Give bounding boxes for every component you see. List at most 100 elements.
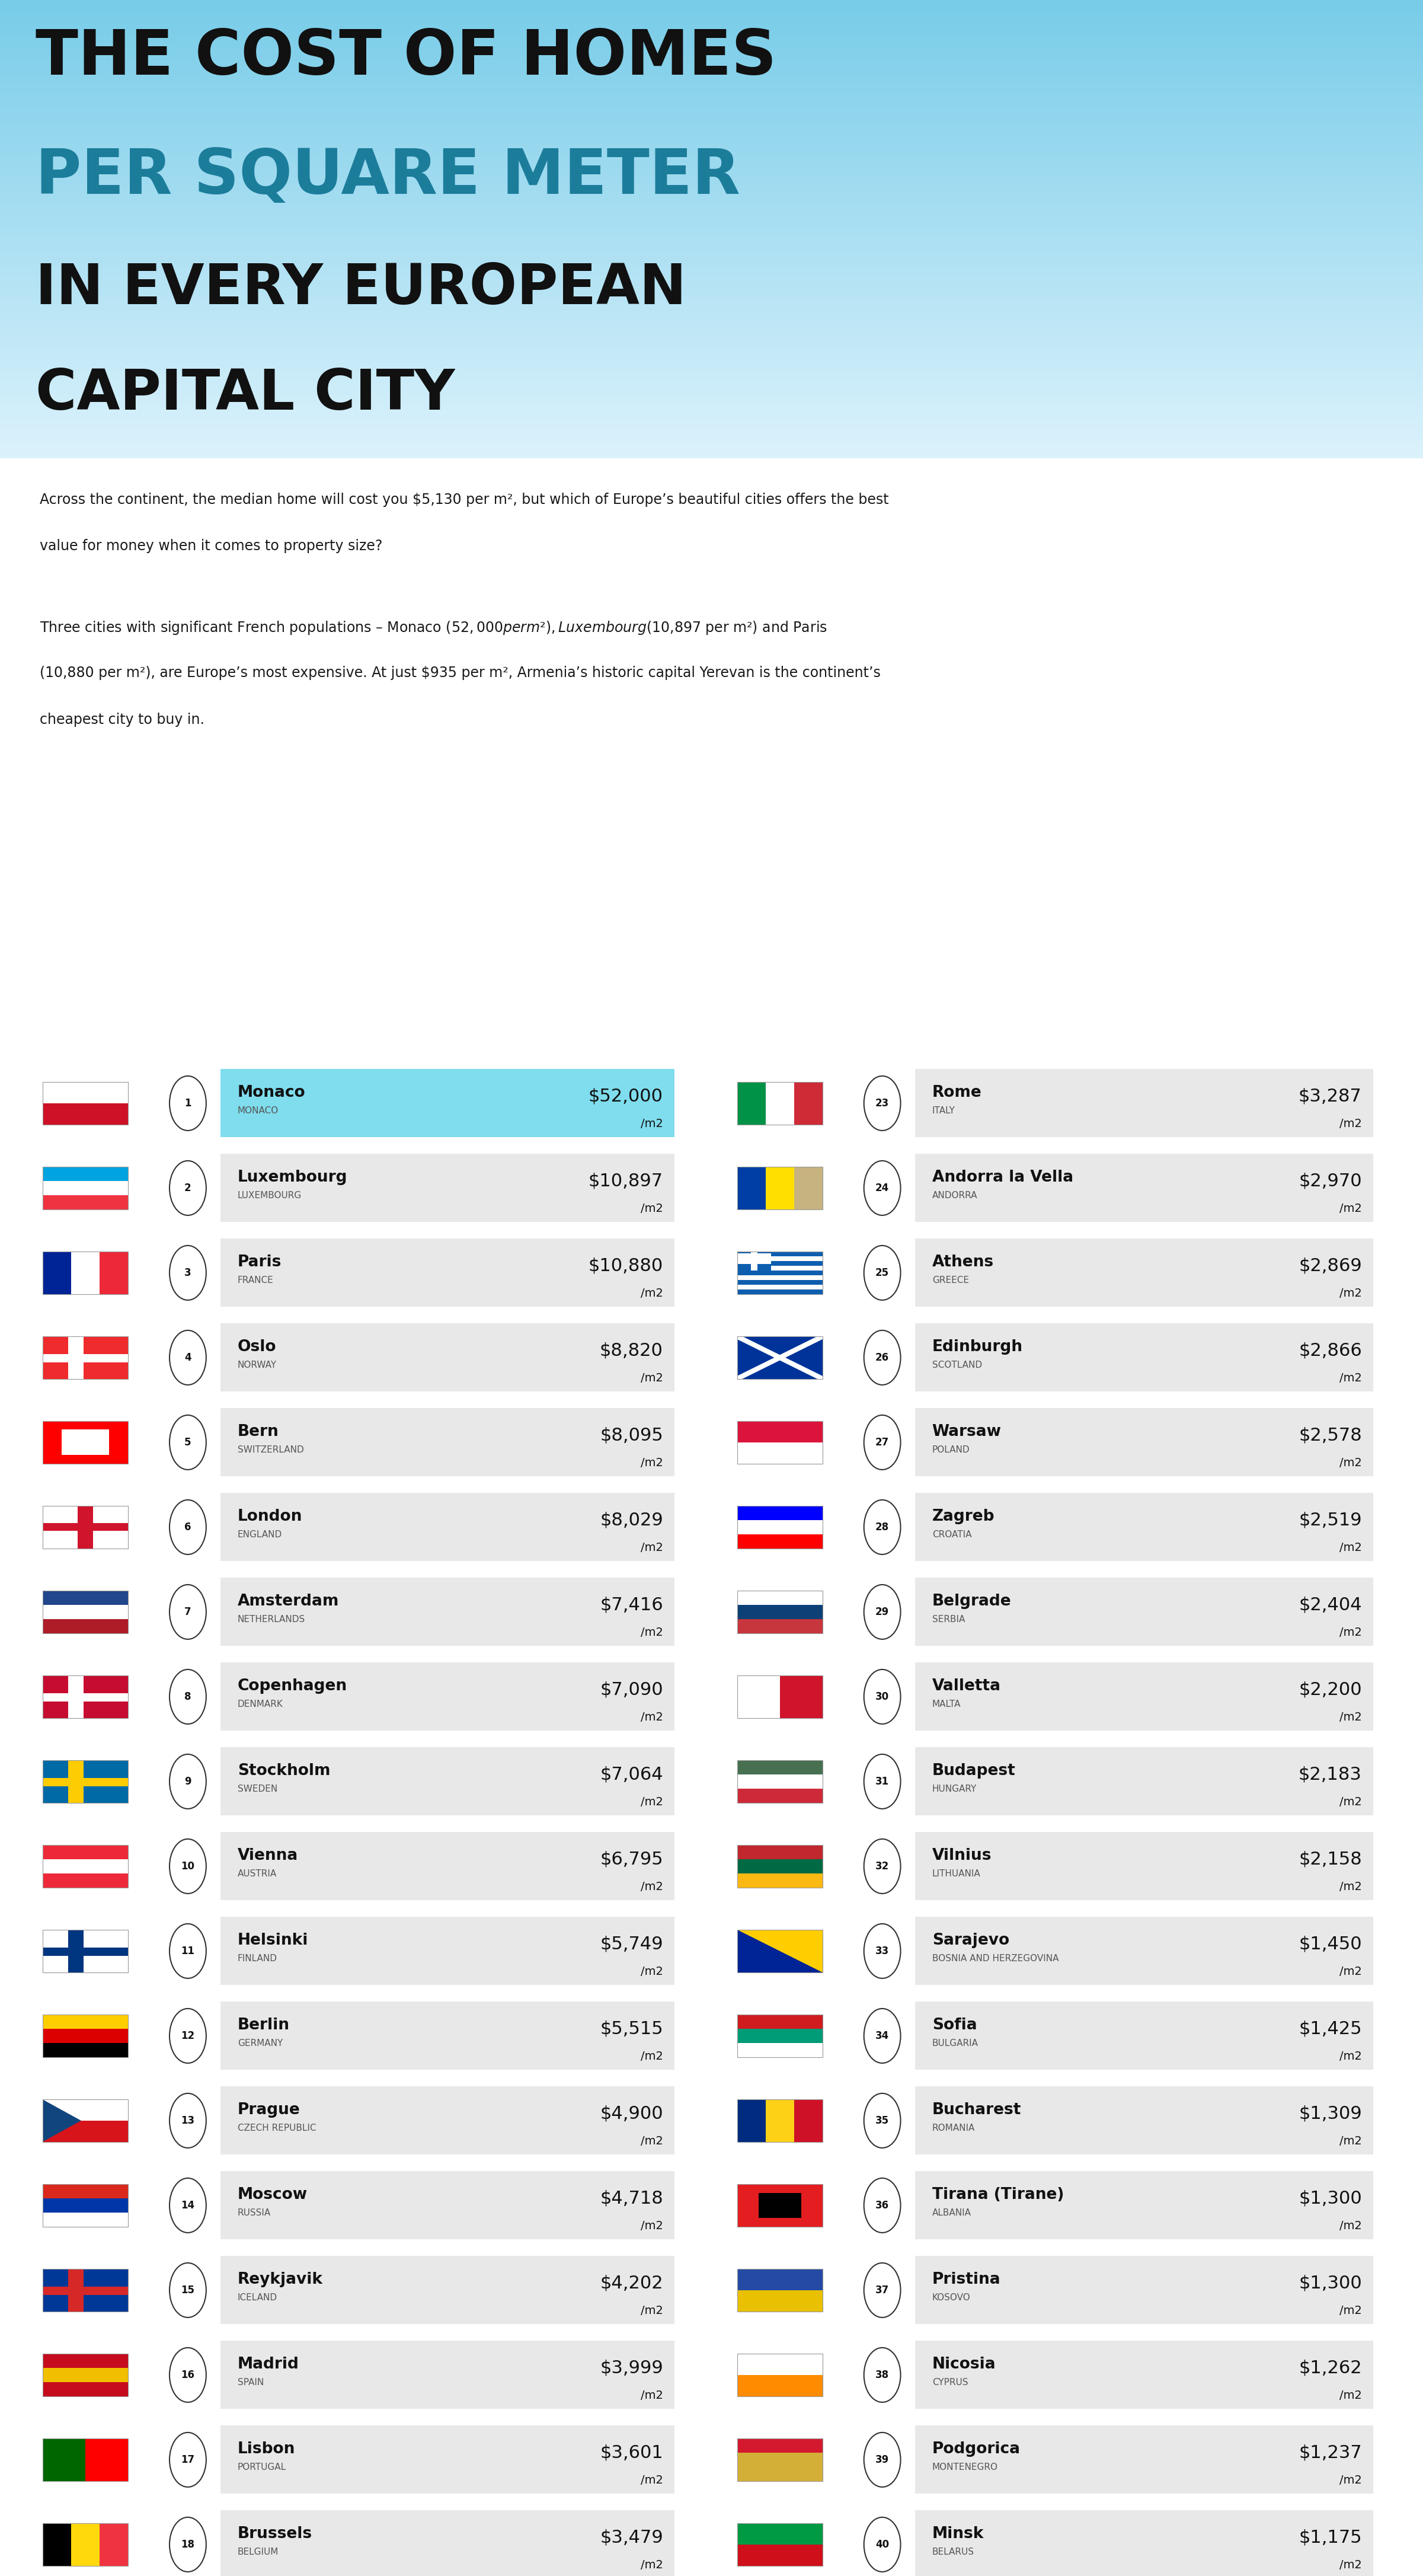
Text: Andorra la Vella: Andorra la Vella [932,1170,1073,1185]
Text: London: London [238,1510,303,1525]
FancyBboxPatch shape [43,2014,128,2030]
FancyBboxPatch shape [43,2213,128,2226]
Text: $2,158: $2,158 [1299,1852,1362,1868]
Text: Paris: Paris [238,1255,282,1270]
FancyBboxPatch shape [737,2099,766,2141]
Circle shape [169,2347,206,2403]
Text: 23: 23 [875,1097,889,1108]
FancyBboxPatch shape [915,2512,1373,2576]
FancyBboxPatch shape [737,1285,822,1288]
Text: SWITZERLAND: SWITZERLAND [238,1445,305,1453]
Text: 31: 31 [875,1777,889,1788]
FancyBboxPatch shape [43,1522,128,1530]
Text: 8: 8 [185,1692,191,1703]
Text: ANDORRA: ANDORRA [932,1190,978,1200]
Circle shape [864,1669,901,1723]
Text: $4,202: $4,202 [601,2275,663,2293]
FancyBboxPatch shape [915,2002,1373,2071]
FancyBboxPatch shape [43,1674,128,1718]
Text: $7,064: $7,064 [601,1767,663,1783]
Text: Nicosia: Nicosia [932,2357,996,2372]
Text: 12: 12 [181,2030,195,2040]
FancyBboxPatch shape [43,2354,128,2367]
FancyBboxPatch shape [915,1917,1373,1986]
Text: RUSSIA: RUSSIA [238,2208,270,2218]
Text: Sarajevo: Sarajevo [932,1932,1009,1947]
FancyBboxPatch shape [737,1255,771,1265]
Text: Podgorica: Podgorica [932,2442,1020,2458]
FancyBboxPatch shape [221,1239,675,1306]
Text: BELGIUM: BELGIUM [238,2548,279,2555]
Text: ICELAND: ICELAND [238,2293,277,2303]
Text: $2,869: $2,869 [1299,1257,1362,1275]
Text: PER SQUARE METER: PER SQUARE METER [36,147,740,206]
FancyBboxPatch shape [737,1270,822,1275]
Text: /m2: /m2 [640,2391,663,2401]
Text: FRANCE: FRANCE [238,1275,273,1285]
Text: $2,404: $2,404 [1299,1597,1362,1613]
FancyBboxPatch shape [737,2524,822,2545]
Text: 32: 32 [875,1860,889,1873]
Text: LUXEMBOURG: LUXEMBOURG [238,1190,302,1200]
Text: /m2: /m2 [640,1543,663,1553]
FancyBboxPatch shape [61,1430,110,1455]
Text: NORWAY: NORWAY [238,1360,277,1370]
Text: $2,866: $2,866 [1299,1342,1362,1360]
FancyBboxPatch shape [737,2290,822,2311]
Text: Edinburgh: Edinburgh [932,1340,1023,1355]
FancyBboxPatch shape [737,1592,822,1605]
FancyBboxPatch shape [221,2087,675,2154]
FancyBboxPatch shape [915,1662,1373,1731]
FancyBboxPatch shape [737,1288,822,1293]
FancyBboxPatch shape [794,1082,822,1123]
FancyBboxPatch shape [737,2184,822,2226]
Text: FINLAND: FINLAND [238,1953,277,1963]
Text: 40: 40 [875,2540,889,2550]
Text: CROATIA: CROATIA [932,1530,972,1538]
Text: Warsaw: Warsaw [932,1425,1002,1440]
FancyBboxPatch shape [221,1579,675,1646]
FancyBboxPatch shape [43,2043,128,2058]
Text: 30: 30 [875,1692,889,1703]
Text: /m2: /m2 [640,1118,663,1128]
Circle shape [169,1924,206,1978]
Text: $2,519: $2,519 [1299,1512,1362,1530]
Text: 14: 14 [181,2200,195,2210]
Text: /m2: /m2 [1339,1710,1362,1723]
Text: $5,749: $5,749 [601,1935,663,1953]
Text: 15: 15 [181,2285,195,2295]
Text: Berlin: Berlin [238,2017,290,2032]
Circle shape [169,1414,206,1471]
FancyBboxPatch shape [737,1507,822,1520]
FancyBboxPatch shape [737,1443,822,1463]
FancyBboxPatch shape [737,2452,822,2468]
Text: $6,795: $6,795 [601,1852,663,1868]
Text: $3,287: $3,287 [1298,1087,1362,1105]
Text: Moscow: Moscow [238,2187,307,2202]
FancyBboxPatch shape [43,1180,128,1195]
Text: DENMARK: DENMARK [238,1700,283,1708]
FancyBboxPatch shape [737,2354,822,2396]
Text: 13: 13 [181,2115,195,2125]
FancyBboxPatch shape [43,2367,128,2383]
Circle shape [864,1077,901,1131]
Text: Pristina: Pristina [932,2272,1000,2287]
Text: Three cities with significant French populations – Monaco ($52,000 per m²), Luxe: Three cities with significant French pop… [40,618,827,636]
FancyBboxPatch shape [43,1252,71,1293]
Text: 5: 5 [185,1437,191,1448]
Text: 6: 6 [185,1522,191,1533]
FancyBboxPatch shape [68,2269,84,2311]
FancyBboxPatch shape [43,2383,128,2396]
Text: BOSNIA AND HERZEGOVINA: BOSNIA AND HERZEGOVINA [932,1953,1059,1963]
FancyBboxPatch shape [737,2468,822,2481]
Text: /m2: /m2 [1339,2221,1362,2231]
Text: $1,450: $1,450 [1299,1935,1362,1953]
Text: SWEDEN: SWEDEN [238,1785,277,1793]
Text: 17: 17 [181,2455,195,2465]
Text: $7,416: $7,416 [601,1597,663,1613]
FancyBboxPatch shape [794,1167,822,1208]
Circle shape [169,1247,206,1301]
Text: 3: 3 [185,1267,191,1278]
FancyBboxPatch shape [737,2043,822,2058]
Text: 27: 27 [875,1437,889,1448]
